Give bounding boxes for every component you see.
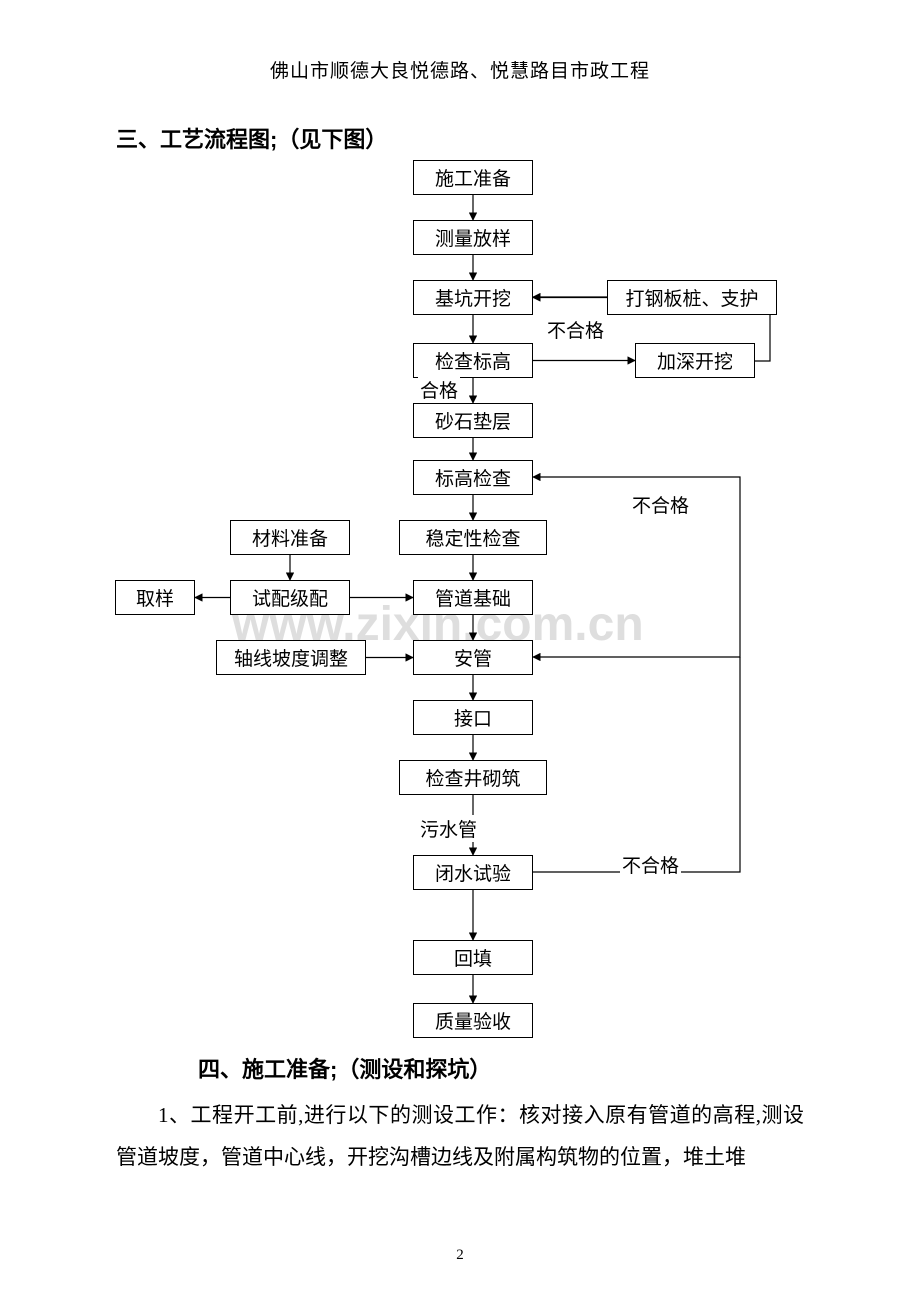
edge-label: 不合格	[630, 491, 691, 518]
flow-node-n13: 回填	[413, 940, 533, 975]
flow-node-n4: 检查标高	[413, 343, 533, 378]
page-number: 2	[0, 1247, 920, 1264]
flow-node-n1: 施工准备	[413, 160, 533, 195]
page: 佛山市顺德大良悦德路、悦慧路目市政工程 三、工艺流程图;（见下图） www.zi…	[0, 0, 920, 1302]
flow-node-n11: 检查井砌筑	[399, 760, 547, 795]
flow-node-s2: 加深开挖	[635, 343, 755, 378]
edge-label: 合格	[418, 376, 460, 403]
flow-node-n14: 质量验收	[413, 1003, 533, 1038]
section4-body: 1、工程开工前,进行以下的测设工作：核对接入原有管道的高程,测设管道坡度，管道中…	[116, 1094, 804, 1178]
flow-node-s6: 轴线坡度调整	[216, 640, 366, 675]
flow-node-n2: 测量放样	[413, 220, 533, 255]
flow-node-s5: 取样	[115, 580, 195, 615]
flow-node-n8: 管道基础	[413, 580, 533, 615]
flow-node-n7: 稳定性检查	[399, 520, 547, 555]
flow-node-s1: 打钢板桩、支护	[607, 280, 777, 315]
edge-label: 污水管	[418, 815, 479, 842]
flow-node-n6: 标高检查	[413, 460, 533, 495]
section4-para1: 1、工程开工前,进行以下的测设工作：核对接入原有管道的高程,测设管道坡度，管道中…	[116, 1094, 804, 1178]
section4-title: 四、施工准备;（测设和探坑）	[198, 1052, 491, 1084]
edge-label: 不合格	[620, 851, 681, 878]
flow-node-n10: 接口	[413, 700, 533, 735]
flow-node-s3: 材料准备	[230, 520, 350, 555]
flow-node-n9: 安管	[413, 640, 533, 675]
flow-node-n3: 基坑开挖	[413, 280, 533, 315]
flow-node-n5: 砂石垫层	[413, 403, 533, 438]
edge-label: 不合格	[545, 316, 606, 343]
flow-node-s4: 试配级配	[230, 580, 350, 615]
flow-node-n12: 闭水试验	[413, 855, 533, 890]
